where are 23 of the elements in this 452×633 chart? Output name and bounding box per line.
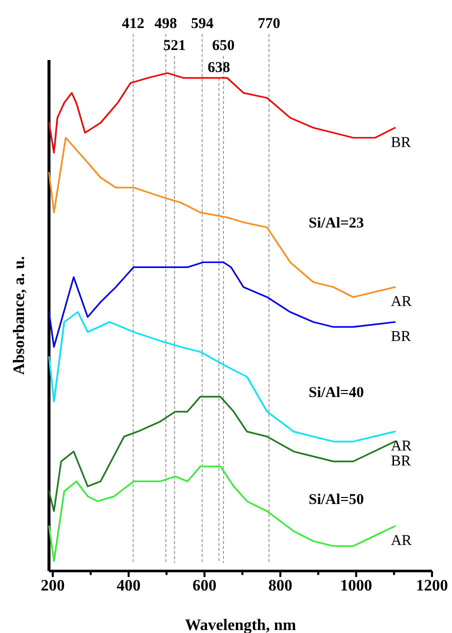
x-tick-label: 400: [116, 577, 141, 594]
series-label: AR: [390, 438, 412, 455]
series-label: BR: [390, 454, 411, 470]
series-label: AR: [390, 533, 412, 550]
ref-line-label: 498: [154, 16, 178, 32]
series-label: AR: [390, 294, 412, 310]
ref-line-label: 412: [122, 16, 144, 32]
x-tick-label: 1200: [416, 577, 448, 594]
ref-line-label: 770: [258, 16, 280, 32]
ref-line-label: 650: [212, 38, 235, 54]
annotation: Si/Al=23: [308, 215, 364, 232]
annotation: Si/Al=40: [308, 384, 364, 401]
x-tick-label: 800: [268, 577, 292, 594]
x-tick-label: 200: [40, 577, 65, 594]
y-axis-title: Absorbance, a. u.: [11, 256, 28, 375]
ref-line-label: 638: [208, 60, 230, 76]
ref-line-label: 594: [190, 16, 214, 32]
ref-line-label: 521: [163, 38, 186, 54]
x-tick-label: 1000: [340, 577, 372, 594]
x-tick-label: 600: [192, 577, 216, 594]
series-label: BR: [390, 329, 411, 345]
series-label: BR: [390, 134, 411, 151]
annotation: Si/Al=50: [308, 492, 364, 508]
